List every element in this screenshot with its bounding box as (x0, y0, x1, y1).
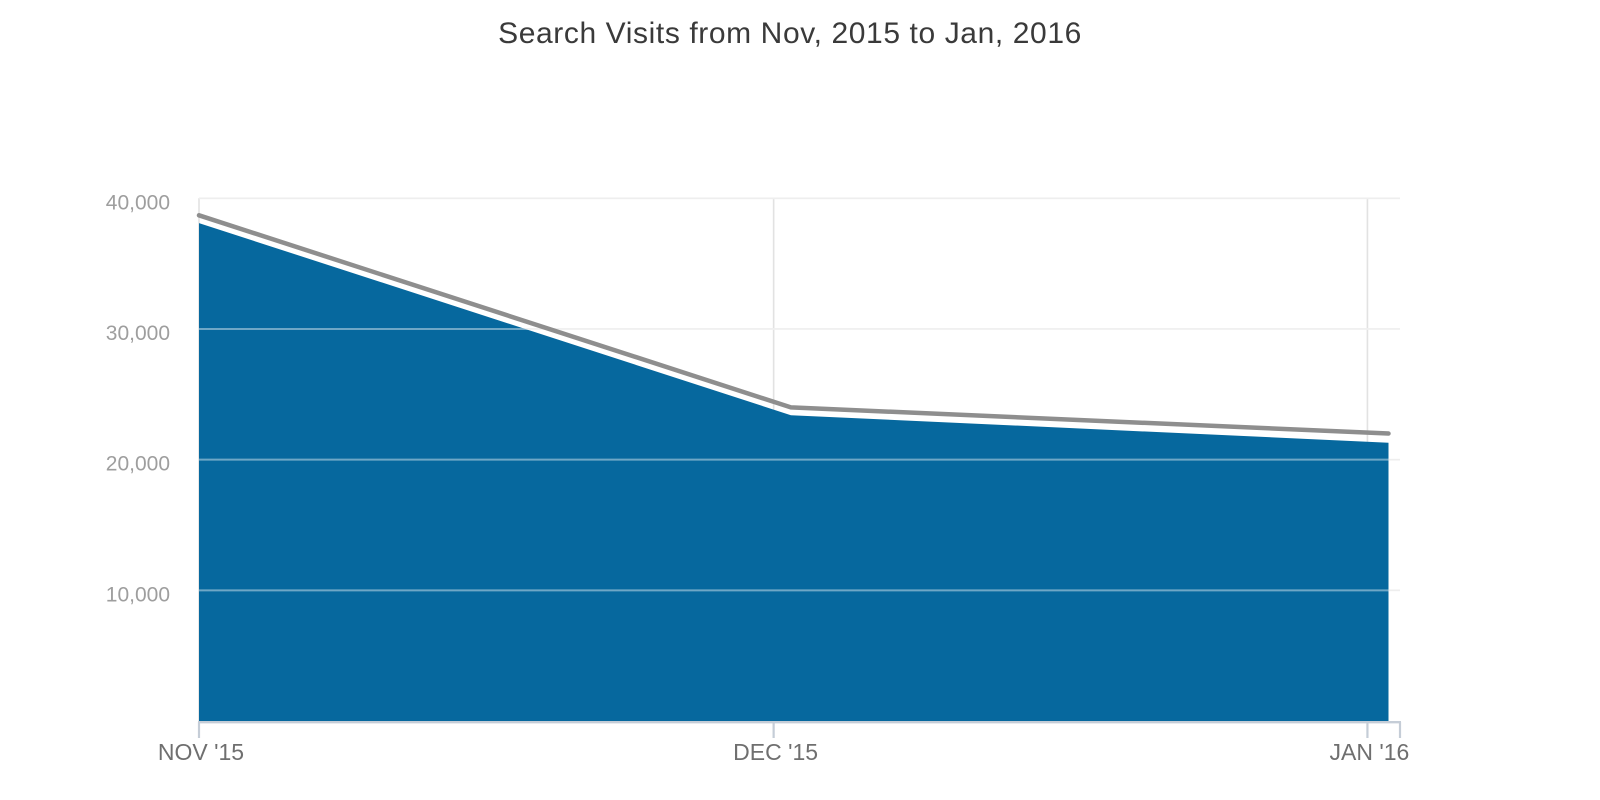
axis-labels-layer: 10,000 20,000 30,000 40,000 NOV '15 DEC '15 JA… (106, 191, 1410, 765)
y-tick-label: 10,000 (106, 583, 170, 606)
area-series-layer (199, 223, 1389, 721)
y-tick-label: 20,000 (106, 453, 170, 476)
x-tick-label: NOV '15 (158, 739, 244, 765)
x-tick-label: JAN '16 (1330, 739, 1410, 765)
x-axis-layer (197, 721, 1402, 738)
gridlines-overlay-layer (199, 197, 1400, 592)
search-visits-area-series (199, 223, 1389, 721)
chart-title: Search Visits from Nov, 2015 to Jan, 201… (498, 17, 1082, 50)
search-visits-line-series (196, 213, 1391, 436)
y-tick-label: 30,000 (106, 322, 170, 345)
line-series-layer (196, 213, 1391, 436)
x-tick-label: DEC '15 (733, 739, 818, 765)
y-tick-label: 40,000 (106, 191, 170, 214)
